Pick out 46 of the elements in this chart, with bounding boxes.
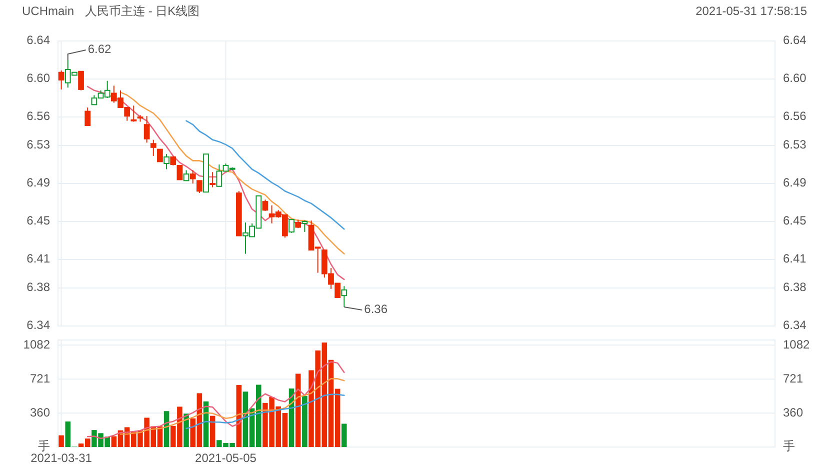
x-tick-label: 2021-05-05 (195, 451, 257, 465)
y-tick-label: 1082 (23, 337, 50, 352)
y2-tick-label: 6.34 (783, 318, 807, 332)
line-series (120, 92, 345, 254)
candlestick (164, 154, 170, 170)
y2-tick-label: 6.38 (783, 280, 807, 294)
bar (302, 396, 308, 447)
y-tick-label: 6.34 (26, 318, 50, 332)
annotation: 6.62 (88, 42, 112, 56)
chart-subtitle: 人民币主连 - 日K线图 (85, 4, 200, 18)
y2-tick-label: 721 (783, 371, 804, 386)
y2-tick-label: 6.49 (783, 176, 807, 190)
y2-tick-label: 6.60 (783, 71, 807, 86)
line-series (186, 120, 345, 230)
bar (58, 435, 64, 447)
y-tick-label: 6.41 (26, 252, 50, 266)
x-tick-label: 2021-03-31 (30, 451, 92, 465)
y-tick-label: 6.53 (26, 138, 50, 152)
y-tick-label: 6.60 (26, 71, 50, 86)
y2-tick-label: 6.45 (783, 214, 807, 228)
y-tick-label: 手 (38, 439, 50, 454)
candlestick (341, 286, 348, 308)
y2-tick-label: 6.41 (783, 252, 807, 266)
text: 2021-05-31 17:58:15 (696, 4, 808, 18)
y2-tick-label: 手 (783, 439, 795, 454)
y-tick-label: 6.38 (26, 280, 50, 294)
y2-tick-label: 6.53 (783, 138, 807, 152)
line-series (186, 394, 345, 430)
y-tick-label: 721 (30, 371, 50, 386)
bar (342, 424, 347, 447)
line-series (86, 361, 345, 440)
y2-tick-label: 360 (783, 405, 804, 420)
y-tick-label: 6.64 (26, 33, 50, 48)
y-tick-label: 6.56 (26, 109, 50, 124)
y-tick-label: 6.45 (26, 214, 50, 228)
y2-tick-label: 6.56 (783, 109, 807, 124)
y-tick-label: 6.49 (26, 176, 50, 190)
y2-tick-label: 1082 (783, 337, 810, 352)
annotation: 6.36 (364, 302, 388, 316)
candlestick (210, 172, 216, 188)
line-series (120, 378, 345, 435)
chart-title: UCHmain (22, 4, 74, 18)
y2-tick-label: 6.64 (783, 33, 807, 48)
bar (210, 416, 216, 447)
line-series (86, 86, 345, 280)
y-tick-label: 360 (30, 405, 50, 420)
